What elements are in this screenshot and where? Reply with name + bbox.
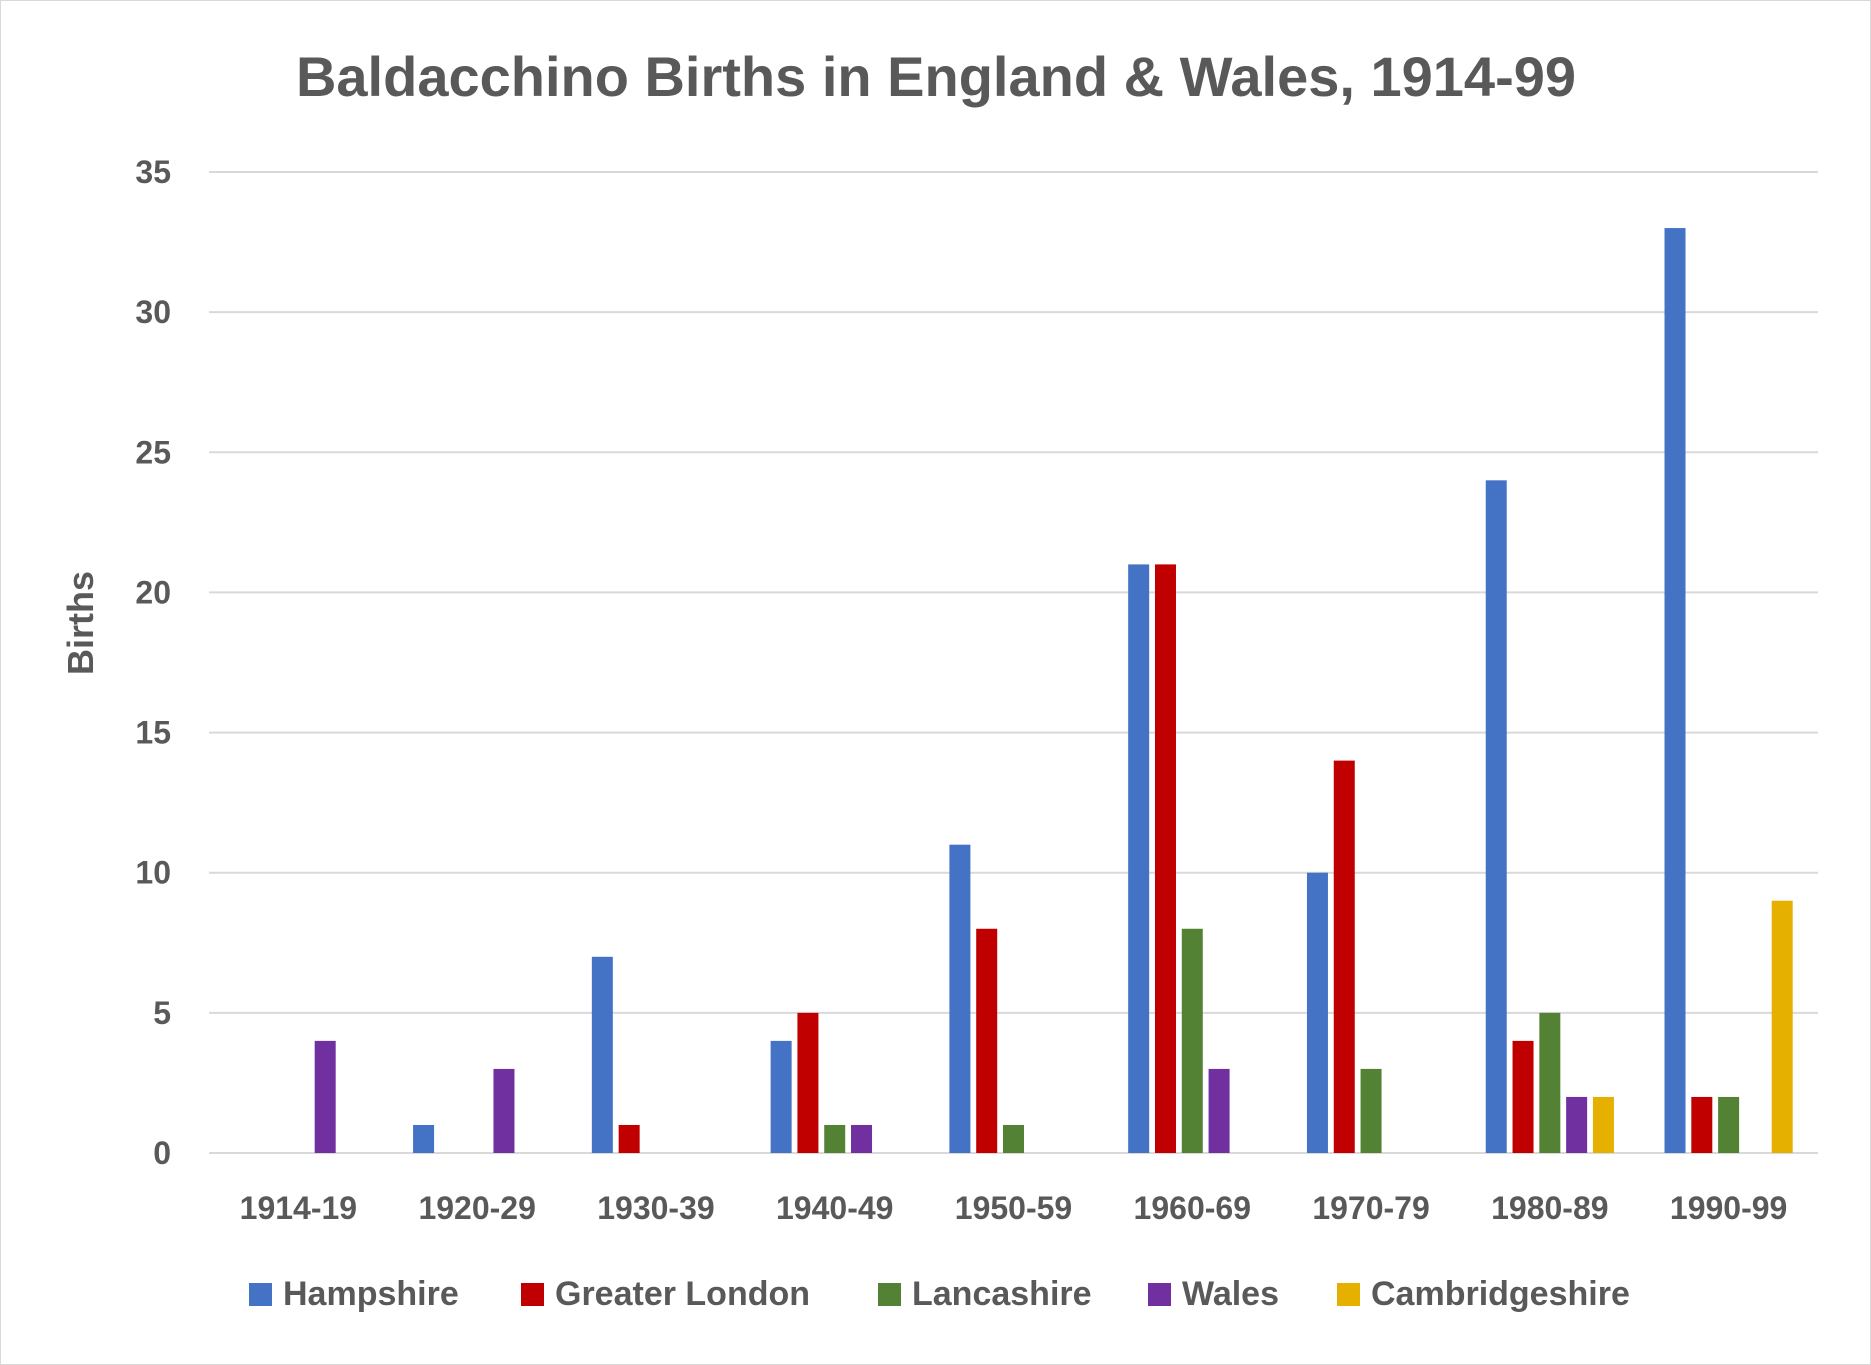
bar-hampshire [413,1124,435,1153]
bar-greater-london [1154,564,1176,1153]
bar-lancashire [1181,928,1203,1153]
y-tick-label: 35 [135,154,171,190]
legend-item: Hampshire [249,1275,459,1313]
legend-swatch [878,1283,901,1306]
y-tick-label: 10 [135,855,171,891]
bar-hampshire [1485,480,1507,1153]
x-tick-label: 1914-19 [240,1190,357,1226]
y-tick-label: 15 [135,715,171,751]
x-tick-label: 1960-69 [1134,1190,1251,1226]
bar-hampshire [1306,872,1328,1153]
bar-wales [1208,1068,1230,1153]
legend-label: Greater London [555,1275,810,1313]
bar-greater-london [976,928,998,1153]
bar-wales [851,1124,873,1153]
gridlines [209,171,1818,1154]
y-tick-label: 0 [153,1135,171,1171]
bar-lancashire [824,1124,846,1153]
chart-title: Baldacchino Births in England & Wales, 1… [296,45,1576,108]
bar-hampshire [1128,564,1150,1153]
bar-cambridgeshire [1592,1096,1614,1153]
y-tick-label: 20 [135,574,171,610]
bar-hampshire [770,1040,792,1153]
x-tick-label: 1920-29 [418,1190,535,1226]
legend-label: Wales [1182,1275,1279,1313]
bar-greater-london [797,1012,819,1153]
y-tick-label: 30 [135,294,171,330]
bar-greater-london [1512,1040,1534,1153]
legend: Hampshire Greater London Lancashire Wales Ca… [249,1275,1630,1313]
legend-item: Greater London [521,1275,810,1313]
x-tick-label: 1930-39 [597,1190,714,1226]
x-tick-label: 1940-49 [776,1190,893,1226]
x-tick-label: 1990-99 [1670,1190,1787,1226]
bar-wales [1566,1096,1588,1153]
bar-lancashire [1360,1068,1382,1153]
bar-greater-london [1691,1096,1713,1153]
x-tick-label: 1980-89 [1491,1190,1608,1226]
bar-lancashire [1539,1012,1561,1153]
legend-item: Wales [1148,1275,1279,1313]
legend-label: Hampshire [283,1275,459,1313]
y-axis-ticks: 0 5 10 15 20 25 30 35 [135,154,171,1171]
legend-swatch [521,1283,544,1306]
bar-lancashire [1718,1096,1740,1153]
bar-cambridgeshire [1771,900,1793,1153]
legend-swatch [249,1283,272,1306]
x-tick-label: 1950-59 [955,1190,1072,1226]
legend-swatch [1148,1283,1171,1306]
y-axis-title: Births [60,571,101,675]
bar-hampshire [591,956,613,1153]
bar-greater-london [1333,760,1355,1153]
bar-wales [314,1040,336,1153]
x-tick-label: 1970-79 [1312,1190,1429,1226]
bar-hampshire [1664,228,1686,1154]
x-axis-ticks: 1914-19 1920-29 1930-39 1940-49 1950-59 1960-… [240,1190,1788,1226]
bar-wales [493,1068,515,1153]
y-tick-label: 5 [153,995,171,1031]
bars [314,228,1793,1154]
bar-hampshire [949,844,971,1153]
legend-label: Lancashire [912,1275,1092,1313]
y-tick-label: 25 [135,434,171,470]
legend-swatch [1337,1283,1360,1306]
legend-label: Cambridgeshire [1371,1275,1630,1313]
legend-item: Lancashire [878,1275,1092,1313]
bar-greater-london [618,1124,640,1153]
bar-lancashire [1003,1124,1024,1153]
legend-item: Cambridgeshire [1337,1275,1630,1313]
